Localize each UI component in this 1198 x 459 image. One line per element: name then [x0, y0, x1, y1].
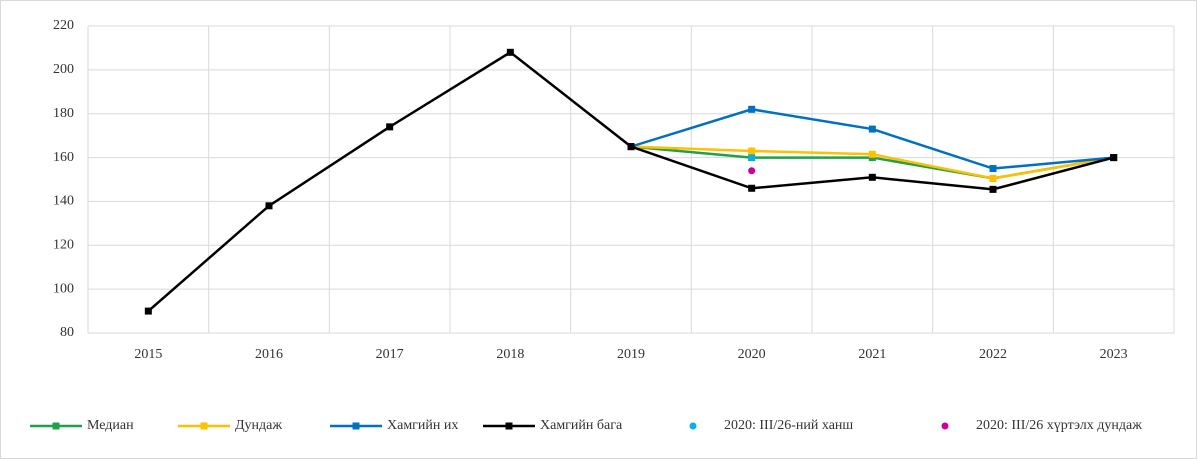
marker [868, 173, 876, 181]
legend-label: 2020: III/26-ний ханш [724, 418, 853, 433]
legend-marker [352, 422, 360, 430]
x-tick-label: 2019 [617, 347, 645, 362]
y-tick-label: 160 [53, 150, 74, 165]
x-tick-label: 2022 [979, 347, 1007, 362]
marker [265, 202, 273, 210]
marker [1110, 154, 1118, 162]
legend-marker [52, 422, 60, 430]
y-tick-label: 80 [60, 325, 74, 340]
marker [748, 105, 756, 113]
legend-marker [941, 422, 949, 430]
legend-marker [505, 422, 513, 430]
legend-label: Дундаж [235, 418, 282, 433]
y-tick-label: 120 [53, 238, 74, 253]
x-tick-label: 2021 [858, 347, 886, 362]
legend-marker [689, 422, 697, 430]
legend-label: Медиан [87, 418, 134, 433]
y-tick-label: 220 [53, 18, 74, 33]
marker [386, 123, 394, 131]
marker [748, 184, 756, 192]
marker [144, 307, 152, 315]
x-tick-label: 2015 [134, 347, 162, 362]
marker [506, 48, 514, 56]
y-tick-label: 200 [53, 62, 74, 77]
marker [989, 165, 997, 173]
marker [748, 147, 756, 155]
marker [868, 150, 876, 158]
x-tick-label: 2017 [376, 347, 404, 362]
x-tick-label: 2023 [1100, 347, 1128, 362]
legend-label: 2020: III/26 хүртэлх дундаж [976, 418, 1142, 433]
marker [627, 143, 635, 151]
y-tick-label: 180 [53, 106, 74, 121]
x-tick-label: 2016 [255, 347, 283, 362]
legend-label: Хамгийн их [387, 418, 458, 433]
marker [989, 185, 997, 193]
point [748, 167, 756, 175]
legend-label: Хамгийн бага [540, 418, 623, 433]
marker [868, 125, 876, 133]
x-tick-label: 2020 [738, 347, 766, 362]
point [748, 154, 756, 162]
y-tick-label: 100 [53, 281, 74, 296]
y-tick-label: 140 [53, 194, 74, 209]
marker [989, 174, 997, 182]
x-tick-label: 2018 [496, 347, 524, 362]
legend-marker [200, 422, 208, 430]
